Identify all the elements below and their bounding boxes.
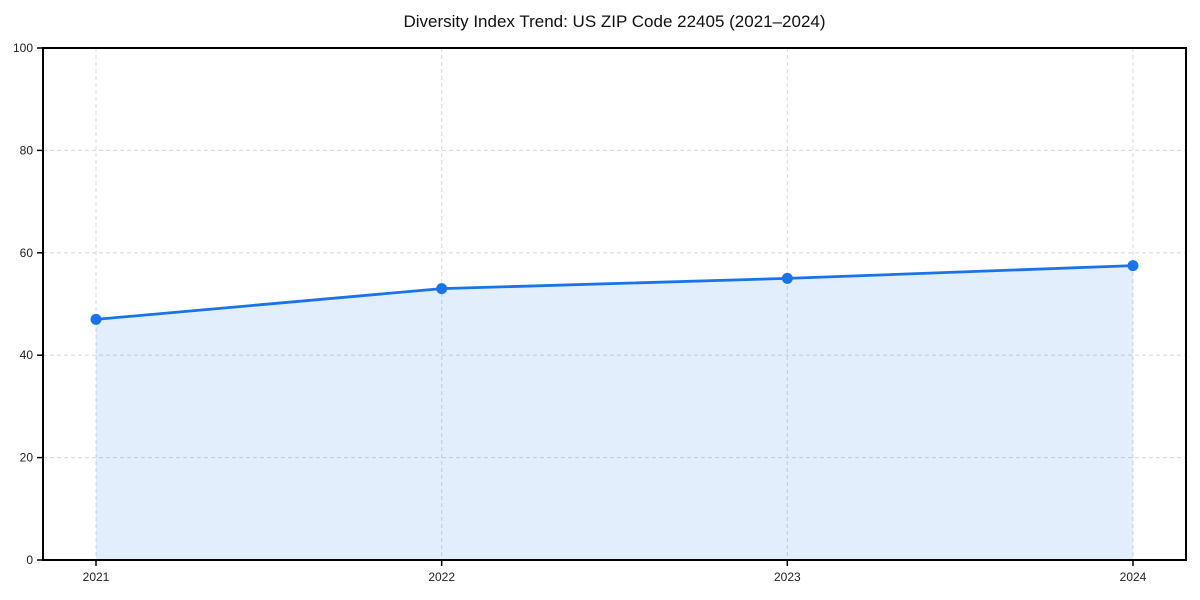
data-points — [90, 260, 1139, 325]
data-point-marker — [90, 313, 102, 325]
data-point-marker — [436, 283, 448, 295]
data-point-marker — [781, 272, 793, 284]
chart-title: Diversity Index Trend: US ZIP Code 22405… — [403, 12, 826, 31]
x-axis: 2021 2022 2023 2024 — [83, 560, 1147, 584]
y-tick-label: 80 — [20, 143, 34, 157]
x-tick-label: 2021 — [83, 570, 110, 584]
y-tick-label: 40 — [20, 348, 34, 362]
x-tick-label: 2022 — [428, 570, 455, 584]
y-axis: 0 20 40 60 80 100 — [13, 41, 43, 567]
gridlines — [43, 48, 1186, 560]
data-point-marker — [1127, 260, 1139, 272]
series-area-fill — [96, 265, 1133, 560]
y-tick-label: 60 — [20, 246, 34, 260]
x-tick-label: 2024 — [1120, 570, 1147, 584]
x-tick-label: 2023 — [774, 570, 801, 584]
plot-box — [42, 47, 1187, 561]
y-tick-label: 0 — [26, 553, 33, 567]
series-line — [94, 264, 1135, 321]
y-tick-label: 20 — [20, 451, 34, 465]
y-tick-label: 100 — [13, 41, 33, 55]
